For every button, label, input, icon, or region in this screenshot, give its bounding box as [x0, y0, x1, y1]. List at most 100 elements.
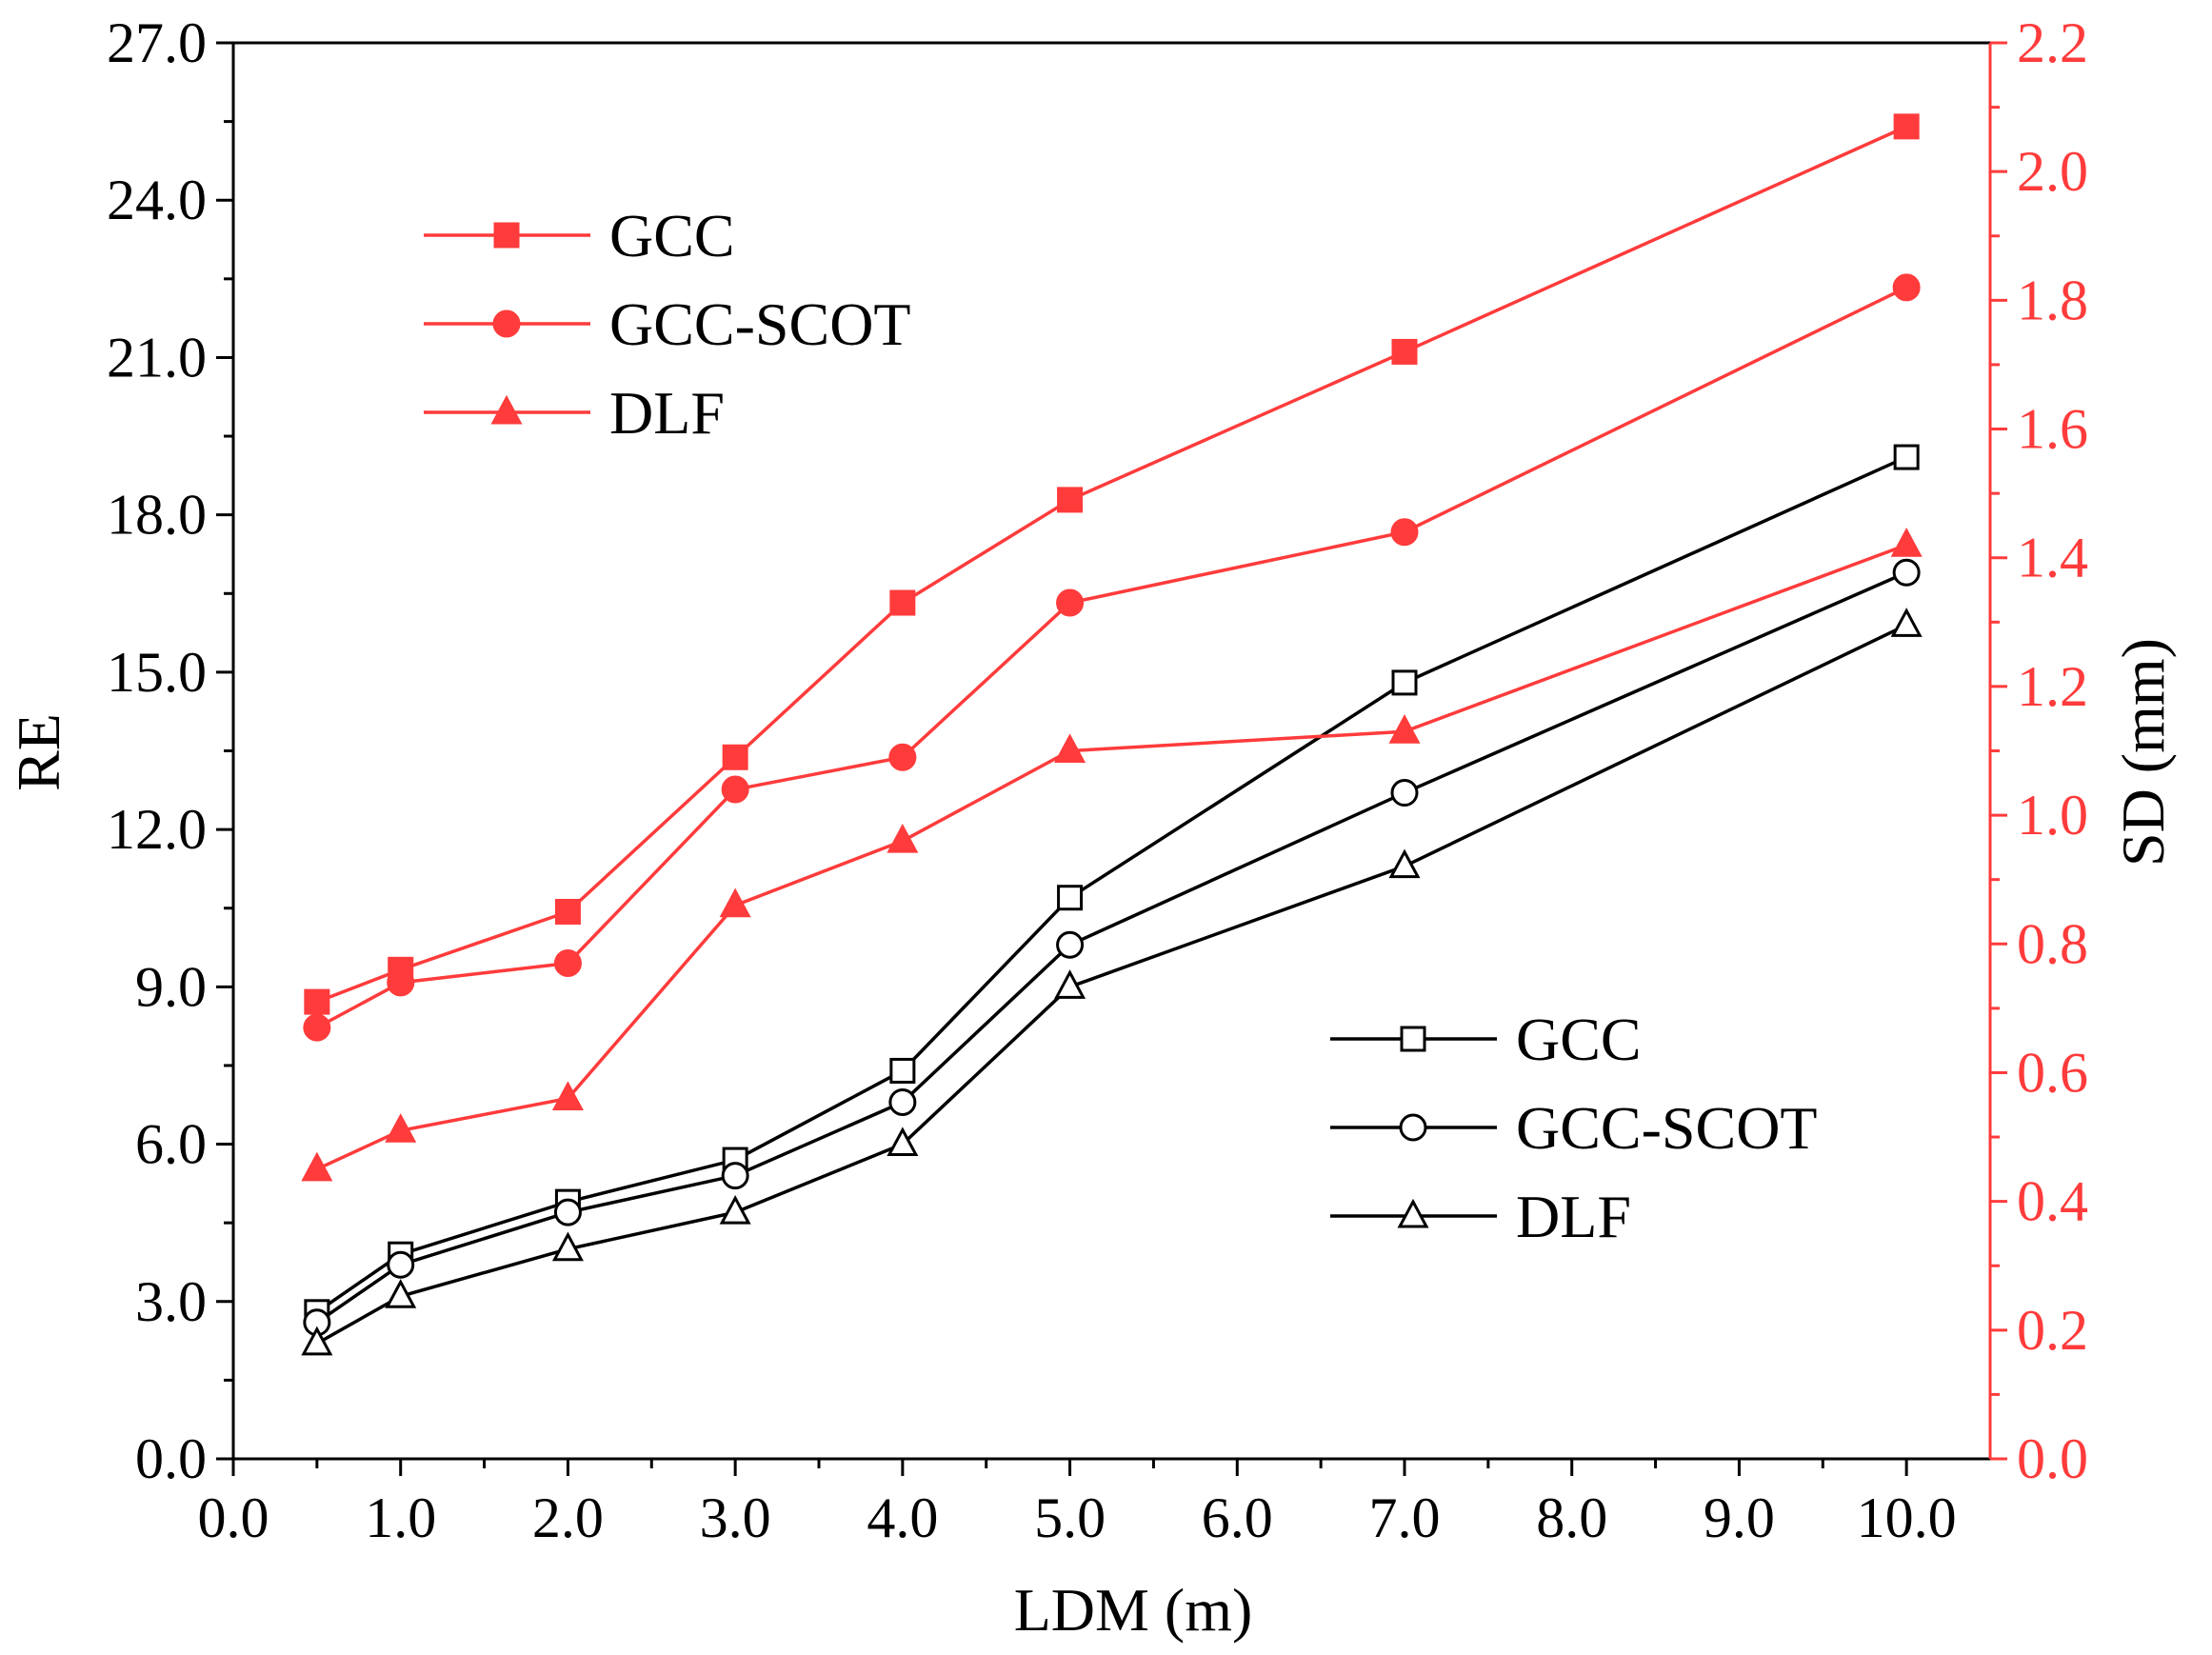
data-point-gcc-scot-sd	[888, 743, 917, 771]
legend-entry: GCC-SCOT	[1330, 1094, 1818, 1162]
series-dlf-re	[301, 608, 1923, 1356]
legend-marker	[1400, 1026, 1426, 1052]
legend-entry: GCC	[424, 202, 735, 269]
y-right-tick-label: 2.0	[2017, 140, 2088, 203]
axes-layer: 0.0 1.0 2.0 3.0 4.0 5.0 6.0 7.0 8.0 9.0 10.0 0.0 3.0…	[107, 11, 2088, 1549]
data-point-gcc-re	[1893, 444, 1920, 470]
legend-marker	[1397, 1198, 1429, 1228]
data-point-dlf-re	[301, 1326, 333, 1356]
y-right-tick-label: 1.6	[2017, 398, 2088, 461]
x-tick-label: 4.0	[867, 1486, 938, 1549]
data-point-dlf-re	[551, 1231, 584, 1262]
data-point-dlf-sd	[887, 823, 919, 853]
data-point-dlf-sd	[1890, 528, 1923, 557]
series-line-gcc-re	[315, 455, 1907, 1314]
data-point-dlf-sd	[551, 1081, 584, 1110]
y-left-tick-label: 15.0	[107, 641, 207, 704]
y-left-tick-label: 12.0	[107, 798, 207, 861]
legend-entry: DLF	[1330, 1183, 1631, 1250]
legend-label: GCC	[609, 202, 735, 269]
x-tick-label: 1.0	[365, 1486, 436, 1549]
data-point-dlf-sd	[1388, 714, 1421, 744]
data-point-gcc-re	[1391, 669, 1418, 696]
y-right-tick-label: 0.0	[2017, 1427, 2088, 1490]
y-left-tick-label: 27.0	[107, 11, 207, 74]
x-tick-label: 9.0	[1704, 1486, 1775, 1549]
legend-marker	[1399, 1113, 1427, 1142]
y-left-axis-title: RE	[5, 713, 72, 791]
y-left-tick-label: 24.0	[107, 169, 207, 231]
data-point-gcc-scot-re	[721, 1162, 749, 1190]
x-tick-label: 6.0	[1202, 1486, 1273, 1549]
series-line-dlf-sd	[316, 543, 1907, 1171]
legend-label: GCC-SCOT	[609, 290, 911, 358]
data-point-gcc-scot-sd	[1056, 588, 1085, 617]
series-line-dlf-re	[315, 623, 1907, 1346]
data-point-dlf-sd	[1054, 733, 1086, 763]
x-axis-title: LDM (m)	[1014, 1576, 1253, 1644]
series-layer	[301, 113, 1923, 1356]
y-left-tick-label: 18.0	[107, 484, 207, 547]
data-point-gcc-sd	[1057, 487, 1084, 513]
x-tick-label: 10.0	[1857, 1486, 1957, 1549]
y-left-tick-label: 0.0	[135, 1427, 207, 1490]
data-point-gcc-sd	[1391, 338, 1418, 365]
data-point-gcc-scot-re	[387, 1250, 415, 1279]
data-point-dlf-sd	[719, 887, 751, 918]
legend-marker	[490, 394, 523, 425]
legend-entry: GCC	[1330, 1006, 1642, 1073]
x-tick-label: 3.0	[700, 1486, 771, 1549]
legend-label: DLF	[1516, 1183, 1631, 1250]
data-point-dlf-re	[385, 1279, 417, 1308]
y-right-tick-label: 1.0	[2017, 784, 2088, 847]
y-left-tick-label: 9.0	[135, 955, 207, 1018]
legend-marker	[493, 222, 520, 249]
series-line-gcc-scot-re	[315, 570, 1907, 1325]
data-point-gcc-scot-sd	[553, 949, 582, 978]
series-line-gcc-sd	[316, 125, 1907, 1004]
legend-label: GCC-SCOT	[1516, 1094, 1818, 1162]
legend-entry: DLF	[424, 379, 725, 447]
legend-sd: GCC GCC-SCOT DLF	[424, 202, 911, 447]
data-point-gcc-scot-sd	[721, 775, 749, 804]
x-tick-label: 5.0	[1034, 1486, 1106, 1549]
y-left-tick-label: 6.0	[135, 1113, 207, 1176]
data-point-gcc-sd	[889, 589, 916, 616]
y-right-tick-label: 0.6	[2017, 1041, 2088, 1104]
data-point-gcc-sd	[304, 988, 330, 1015]
series-gcc-scot-re	[303, 558, 1921, 1337]
legend-label: GCC	[1516, 1006, 1642, 1073]
series-line-gcc-scot-sd	[316, 286, 1907, 1029]
data-point-dlf-re	[719, 1194, 751, 1225]
data-point-dlf-sd	[385, 1113, 417, 1143]
data-point-gcc-scot-re	[1892, 558, 1921, 587]
legend-label: DLF	[609, 379, 725, 447]
data-point-gcc-scot-sd	[1390, 518, 1419, 547]
data-point-dlf-re	[887, 1127, 919, 1157]
data-point-gcc-re	[889, 1057, 916, 1084]
x-tick-label: 2.0	[532, 1486, 604, 1549]
legend-entry: GCC-SCOT	[424, 290, 911, 358]
x-tick-label: 7.0	[1369, 1486, 1441, 1549]
data-point-gcc-scot-re	[553, 1198, 582, 1226]
y-right-tick-label: 2.2	[2017, 11, 2088, 74]
data-point-dlf-re	[1890, 608, 1923, 637]
series-dlf-sd	[301, 528, 1923, 1182]
y-right-axis-title: SD (mm)	[2109, 638, 2177, 867]
y-right-tick-label: 0.2	[2017, 1299, 2088, 1362]
y-right-tick-label: 1.8	[2017, 269, 2088, 331]
data-point-gcc-scot-sd	[303, 1013, 331, 1042]
y-right-tick-label: 0.4	[2017, 1170, 2088, 1233]
data-point-dlf-re	[1054, 969, 1086, 999]
data-point-gcc-scot-re	[888, 1087, 917, 1116]
y-left-tick-label: 3.0	[135, 1270, 207, 1333]
legend-marker	[492, 309, 521, 338]
data-point-gcc-scot-re	[1056, 930, 1085, 959]
x-tick-label: 0.0	[198, 1486, 269, 1549]
y-left-tick-label: 21.0	[107, 326, 207, 389]
y-right-tick-label: 0.8	[2017, 912, 2088, 975]
data-point-gcc-scot-re	[1390, 779, 1419, 808]
data-point-gcc-re	[1057, 885, 1084, 911]
